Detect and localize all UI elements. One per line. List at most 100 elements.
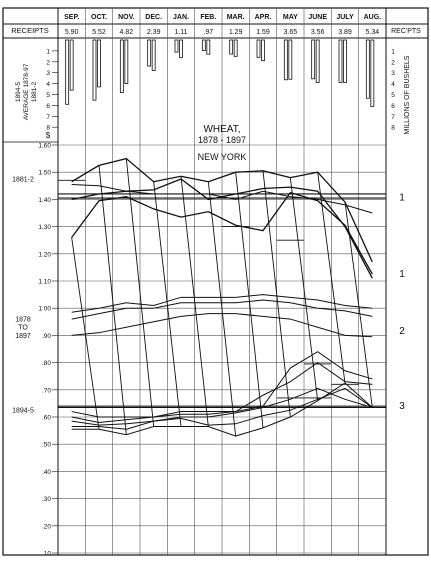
receipts-tick-right: 7: [391, 114, 395, 121]
receipts-left-label-line: 1894-5: [15, 82, 22, 103]
receipts-left-label-line: 1881-2: [31, 82, 38, 103]
receipts-value: 2.39: [147, 29, 161, 36]
receipts-value: 1.59: [256, 29, 270, 36]
receipts-bar-secondary: [151, 39, 156, 71]
price-series-line: [71, 191, 373, 275]
receipts-tick-left: 2: [46, 59, 50, 66]
receipts-tick-right: 8: [391, 125, 395, 132]
price-tick-label: 1.10: [38, 279, 51, 286]
receipts-bar-secondary: [315, 39, 320, 83]
month-label: AUG.: [364, 14, 382, 21]
receipts-value: 5.90: [65, 29, 79, 36]
month-label: FEB.: [200, 14, 216, 21]
price-series-line: [71, 361, 373, 418]
chart-title: WHEAT,: [203, 124, 240, 135]
receipts-bar-secondary: [69, 39, 74, 91]
price-tick-label: .80: [42, 360, 51, 367]
curve-number-label: 2: [399, 326, 405, 337]
receipts-tick-left: 1: [46, 48, 50, 55]
receipts-bar-secondary: [97, 39, 101, 88]
receipts-bar-average: [201, 39, 206, 51]
receipts-bar-average: [365, 39, 370, 99]
receipts-bar-secondary: [179, 39, 183, 58]
receipts-value: 1.11: [174, 29, 187, 36]
monthly-range-connector: [125, 158, 155, 427]
receipts-value: 4.82: [120, 29, 134, 36]
price-left-label: 1881-2: [12, 177, 34, 184]
chart-subtitle: 1878 - 1897: [198, 135, 246, 145]
receipts-value: 1.29: [229, 29, 243, 36]
receipts-bar-average: [283, 39, 288, 81]
month-label: JUNE: [308, 14, 327, 21]
receipts-value: 3.65: [284, 29, 298, 36]
month-label: OCT.: [91, 14, 107, 21]
receipts-value: 5.34: [366, 29, 380, 36]
price-series-line: [71, 382, 373, 437]
price-tick-label: .30: [42, 496, 51, 503]
chart-place: NEW YORK: [198, 152, 247, 162]
receipts-bar-average: [65, 39, 70, 105]
price-tick-label: .70: [42, 387, 51, 394]
monthly-range-connector: [235, 172, 264, 428]
receipts-bar-average: [174, 39, 179, 53]
receipts-bars: [65, 39, 375, 107]
price-tick-label: .60: [42, 415, 51, 422]
receipts-bar-average: [311, 39, 316, 80]
month-label: NOV.: [118, 14, 135, 21]
receipts-bar-secondary: [261, 39, 265, 62]
price-left-label: 1878: [15, 317, 31, 324]
price-tick-label: 1.60: [38, 143, 51, 150]
receipts-bar-average: [147, 39, 152, 67]
dollar-sign: $: [46, 131, 51, 140]
monthly-range-connector: [71, 237, 100, 430]
receipts-bar-secondary: [288, 39, 293, 80]
receipts-left-label: 1894-5 AVERAGE 1878-97 1881-2: [15, 63, 38, 120]
price-tick-label: 1.00: [38, 306, 51, 313]
price-series-line: [71, 183, 373, 214]
receipts-value: 5.52: [92, 29, 106, 36]
receipts-bar-secondary: [206, 39, 211, 55]
receipts-value: 3.89: [338, 29, 352, 36]
price-series-line: [71, 313, 373, 338]
price-tick-label: .50: [42, 442, 51, 449]
chart-frame: [2, 7, 429, 556]
price-tick-label: .90: [42, 333, 51, 340]
receipts-bar-average: [92, 39, 97, 101]
price-tick-label: 1.50: [38, 170, 51, 177]
monthly-range-connector: [262, 170, 291, 418]
monthly-range-connector: [289, 177, 319, 401]
receipts-tick-right: 1: [391, 48, 395, 55]
month-label: JULY: [336, 14, 354, 21]
receipts-bar-secondary: [124, 39, 129, 84]
price-series-line: [71, 294, 373, 313]
curve-number-label: 3: [399, 401, 405, 412]
month-label: DEC.: [145, 14, 162, 21]
month-label: APR.: [255, 14, 272, 21]
receipts-header: RECEIPTS: [11, 26, 49, 35]
month-label: JAN.: [173, 14, 189, 21]
receipts-bar-secondary: [233, 39, 238, 57]
price-tick-label: .20: [42, 523, 51, 530]
receipts-bar-secondary: [343, 39, 347, 83]
monthly-range-connector: [98, 165, 127, 435]
price-tick-label: 1.30: [38, 224, 51, 231]
monthly-range-connector: [153, 181, 182, 427]
receipts-tick-right: 6: [391, 103, 395, 110]
receipts-tick-left: 8: [46, 125, 50, 132]
price-series-line: [71, 157, 373, 263]
receipts-header-right: REC'PTS: [391, 28, 421, 35]
curve-number-label: 1: [399, 269, 405, 280]
price-tick-label: .40: [42, 469, 51, 476]
chart-grid: SEP. OCT. NOV. DEC. JAN. FEB. MAR. APR. MAY JUNE J…: [2, 7, 429, 558]
month-label: SEP.: [64, 14, 79, 21]
receipts-tick-left: 3: [46, 70, 50, 77]
curve-number-label: 1: [399, 193, 405, 204]
receipts-tick-left: 5: [46, 92, 50, 99]
receipts-bar-secondary: [370, 39, 375, 107]
receipts-axis-label: MILLIONS OF BUSHELS: [404, 55, 411, 134]
receipts-tick-left: 7: [46, 114, 50, 121]
month-label: MAR.: [227, 14, 245, 21]
receipts-bar-average: [229, 39, 234, 55]
price-series-line: [71, 299, 373, 320]
